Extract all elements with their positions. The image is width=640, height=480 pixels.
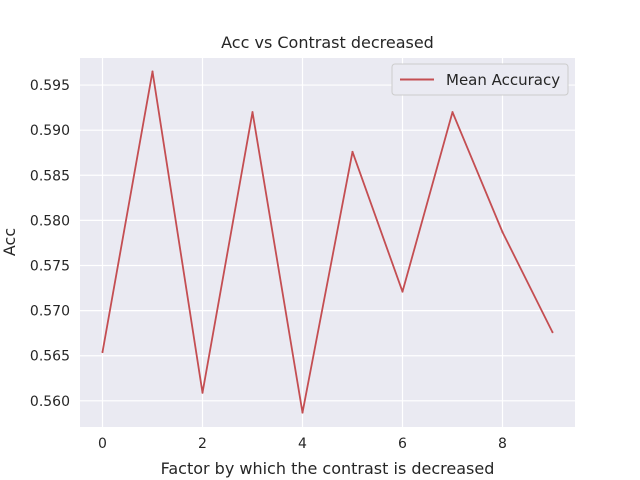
plot-area [80,58,575,427]
legend-box [391,63,569,96]
data-point [351,150,354,153]
x-tick-label: 0 [98,436,107,452]
chart-title: Acc vs Contrast decreased [221,33,434,52]
x-tick-label: 4 [298,436,307,452]
series-layer [101,70,554,414]
data-point [551,331,554,334]
legend-label: Mean Accuracy [446,71,560,89]
data-point [201,391,204,394]
y-tick-label: 0.590 [30,123,70,139]
x-tick-label: 2 [198,436,207,452]
y-tick-label: 0.570 [30,304,70,320]
data-point [151,70,154,73]
y-tick-label: 0.565 [30,349,70,365]
x-tick-label: 8 [498,436,507,452]
x-axis-label: Factor by which the contrast is decrease… [161,459,495,478]
data-point [251,111,254,114]
x-axis-ticks: 0 2 4 6 8 [98,436,507,452]
data-point [451,111,454,114]
data-point [101,351,104,354]
y-tick-label: 0.580 [30,213,70,229]
series-line-mean-accuracy [101,70,554,414]
data-point [501,231,504,234]
data-point [301,411,304,414]
y-tick-label: 0.585 [30,168,70,184]
y-tick-label: 0.560 [30,394,70,410]
data-point [401,290,404,293]
y-axis-ticks: 0.560 0.565 0.570 0.575 0.580 0.585 0.590 0.595 [30,78,70,410]
y-tick-label: 0.595 [30,78,70,94]
y-tick-label: 0.575 [30,259,70,275]
y-axis-label: Acc [0,228,19,256]
x-tick-label: 6 [398,436,407,452]
legend: Mean Accuracy [391,63,569,96]
